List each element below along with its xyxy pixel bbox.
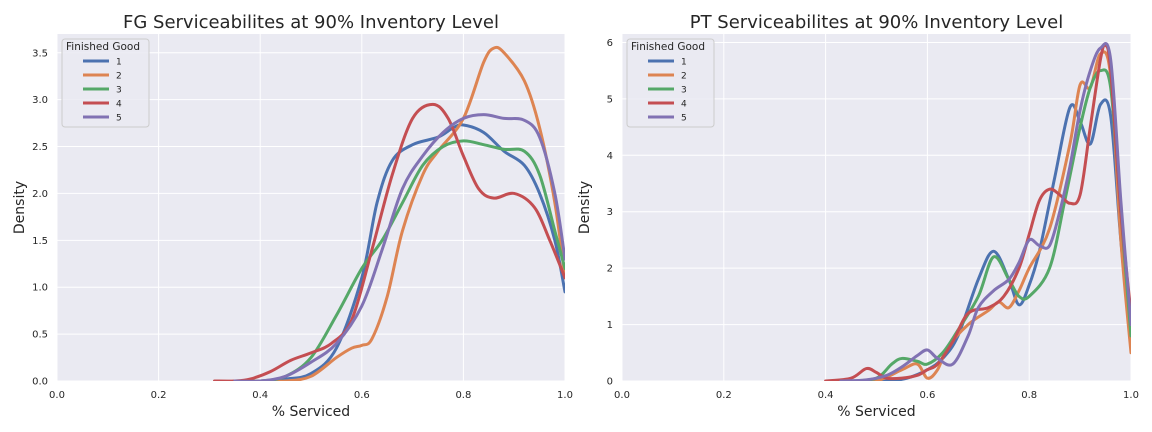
x-tick-label: 0.8 (1021, 390, 1037, 401)
y-tick-label: 3.0 (32, 95, 48, 106)
series-line-4 (824, 43, 1131, 381)
chart-2: 0.0 0.2 0.4 0.6 0.8 1.0 0 1 2 3 4 5 6 PT Serviceabili… (577, 12, 1139, 420)
series-line-1 (233, 123, 565, 381)
y-tick-label: 2 (607, 264, 613, 275)
x-tick-label: 0.2 (716, 390, 732, 401)
chart-1: 0.0 0.2 0.4 0.6 0.8 1.0 0.0 0.5 1.0 1.5 2.0 2.5 3.0 3… (12, 12, 573, 420)
y-tick-label: 3.5 (32, 48, 48, 59)
chart-title: FG Serviceabilites at 90% Inventory Leve… (123, 12, 499, 33)
x-tick-label: 1.0 (557, 390, 573, 401)
legend: Finished Good 1 2 3 4 5 (626, 38, 715, 128)
legend: Finished Good 1 2 3 4 5 (61, 38, 150, 128)
legend-label-1: 1 (116, 58, 122, 68)
y-tick-label: 0.0 (32, 377, 48, 388)
x-axis-label: % Serviced (837, 404, 915, 420)
legend-title: Finished Good (631, 41, 705, 53)
x-tick-label: 0.2 (151, 390, 167, 401)
series-line-5 (233, 113, 565, 381)
legend-label-3: 3 (116, 86, 122, 96)
x-tick-label: 0.4 (818, 390, 834, 401)
y-tick-label: 4 (607, 151, 613, 162)
x-tick-label: 1.0 (1123, 390, 1139, 401)
series-line-4 (212, 102, 565, 381)
x-tick-label: 0.0 (49, 390, 65, 401)
legend-label-1: 1 (681, 58, 687, 68)
x-tick-label: 0.6 (354, 390, 370, 401)
chart-title: PT Serviceabilites at 90% Inventory Leve… (690, 12, 1064, 33)
y-tick-label: 6 (607, 38, 613, 49)
y-tick-label: 1 (607, 320, 613, 331)
y-tick-label: 0 (607, 377, 613, 388)
y-tick-label: 0.5 (32, 330, 48, 341)
x-tick-label: 0.0 (614, 390, 630, 401)
legend-label-2: 2 (116, 72, 122, 82)
y-tick-label: 1.0 (32, 283, 48, 294)
legend-label-4: 4 (681, 100, 687, 110)
legend-label-5: 5 (116, 114, 122, 124)
x-axis-label: % Serviced (272, 404, 350, 420)
y-axis-label: Density (12, 181, 28, 234)
series-line-3 (233, 139, 565, 381)
y-tick-label: 1.5 (32, 236, 48, 247)
x-tick-label: 0.6 (919, 390, 935, 401)
y-tick-label: 3 (607, 207, 613, 218)
legend-label-4: 4 (116, 100, 122, 110)
series-line-3 (849, 68, 1131, 381)
y-axis-label: Density (577, 181, 593, 234)
series-line-2 (233, 45, 565, 381)
y-tick-label: 5 (607, 94, 613, 105)
x-tick-label: 0.8 (455, 390, 471, 401)
y-tick-label: 2.0 (32, 189, 48, 200)
series-line-5 (839, 42, 1131, 381)
legend-label-3: 3 (681, 86, 687, 96)
legend-label-5: 5 (681, 114, 687, 124)
y-tick-label: 2.5 (32, 142, 48, 153)
legend-title: Finished Good (66, 41, 140, 53)
legend-label-2: 2 (681, 72, 687, 82)
x-tick-label: 0.4 (252, 390, 268, 401)
